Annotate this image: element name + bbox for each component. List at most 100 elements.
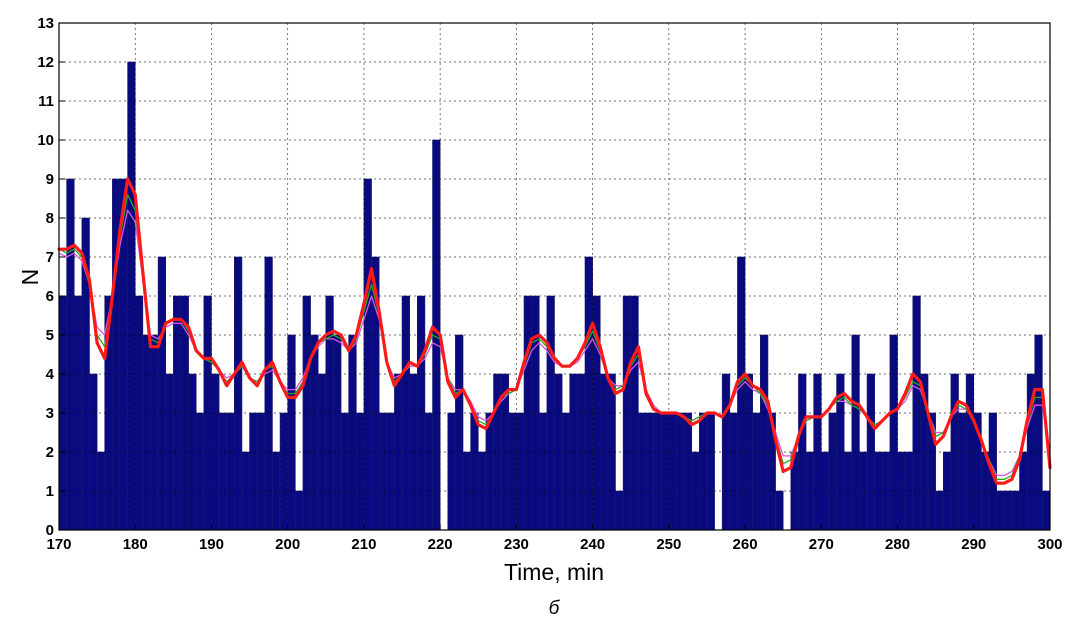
bar — [699, 412, 708, 531]
x-tick-label: 260 — [733, 536, 758, 553]
bar — [760, 334, 769, 531]
bar — [577, 373, 586, 531]
bar — [272, 451, 281, 531]
bar — [287, 334, 296, 531]
bar — [455, 334, 464, 531]
x-tick-label: 190 — [199, 536, 224, 553]
series-line — [57, 177, 1052, 485]
bar — [485, 412, 494, 531]
y-tick-label: 3 — [46, 405, 54, 422]
bar — [881, 451, 891, 531]
bar — [386, 412, 395, 531]
y-tick-label: 2 — [46, 444, 54, 461]
bar — [256, 412, 266, 531]
bar — [508, 412, 517, 531]
x-axis-title: Time, min — [504, 559, 604, 585]
y-tick-label: 12 — [37, 54, 54, 71]
bar — [584, 256, 593, 531]
lines-layer — [57, 177, 1052, 485]
bar — [416, 295, 426, 531]
x-tick-label: 290 — [961, 536, 986, 553]
y-tick-label: 7 — [46, 249, 54, 266]
bar — [668, 412, 677, 531]
x-tick-label: 180 — [123, 536, 148, 553]
y-tick-label: 4 — [46, 366, 55, 383]
bar — [958, 412, 967, 531]
x-tick-label: 220 — [428, 536, 453, 553]
bar — [234, 256, 243, 531]
bar — [775, 490, 784, 531]
y-tick-label: 1 — [46, 483, 54, 500]
y-tick-label: 5 — [46, 327, 54, 344]
bar — [721, 373, 731, 531]
bar — [729, 412, 738, 531]
bar — [279, 412, 288, 531]
bar — [516, 412, 525, 531]
bar — [889, 334, 898, 531]
y-tick-label: 11 — [38, 93, 54, 110]
plot-frame — [58, 22, 1051, 531]
bar — [538, 412, 548, 531]
y-tick-label: 13 — [37, 15, 54, 32]
x-tick-label: 200 — [275, 536, 300, 553]
bar — [752, 412, 761, 531]
y-tick-label: 8 — [46, 210, 54, 227]
bar — [828, 412, 837, 531]
bar — [1003, 490, 1013, 531]
x-tick-label: 270 — [809, 536, 834, 553]
bar — [142, 334, 151, 531]
x-tick-label: 280 — [885, 536, 910, 553]
bar — [195, 412, 205, 531]
x-tick-label: 250 — [656, 536, 681, 553]
x-tick-label: 300 — [1037, 536, 1062, 553]
y-tick-label: 6 — [46, 288, 54, 305]
bar — [653, 412, 662, 531]
bar — [645, 412, 654, 531]
x-tick-label: 170 — [46, 536, 71, 553]
bar — [295, 490, 304, 531]
x-tick-label: 240 — [580, 536, 605, 553]
y-axis-title: N — [17, 269, 43, 286]
bar — [226, 412, 235, 531]
y-tick-label: 10 — [37, 132, 54, 149]
bar — [706, 412, 715, 531]
bar — [66, 178, 75, 531]
bar — [355, 412, 365, 531]
bar — [249, 412, 258, 531]
bar — [996, 490, 1005, 531]
bar — [157, 256, 167, 531]
bar — [744, 373, 753, 531]
bar — [340, 412, 349, 531]
figure-caption: б — [549, 598, 561, 619]
x-tick-label: 210 — [351, 536, 376, 553]
bar — [378, 412, 388, 531]
bar — [904, 451, 914, 531]
bar — [150, 334, 159, 531]
bar — [615, 490, 624, 531]
bar — [1011, 490, 1020, 531]
bar — [310, 334, 319, 531]
grid-layer — [59, 23, 1050, 530]
bar — [333, 334, 342, 531]
bar — [851, 334, 860, 531]
ticks-layer: 170 180 190 200 210 220 2 3 0 240 250 260 270 280 290 3… — [37, 15, 1062, 553]
bar — [470, 412, 479, 531]
bar — [660, 412, 670, 531]
bar — [561, 412, 571, 531]
bar — [218, 412, 228, 531]
y-tick-label: 9 — [46, 171, 54, 188]
bar — [935, 490, 944, 531]
bar — [447, 412, 456, 531]
bar — [683, 412, 693, 531]
bar — [676, 412, 685, 531]
bar — [363, 178, 372, 531]
bar — [348, 334, 357, 531]
bar — [638, 412, 647, 531]
bar — [264, 256, 273, 531]
y-tick-label: 0 — [46, 522, 54, 539]
bar — [1042, 490, 1051, 531]
bar — [737, 256, 746, 531]
bar — [1034, 334, 1043, 531]
